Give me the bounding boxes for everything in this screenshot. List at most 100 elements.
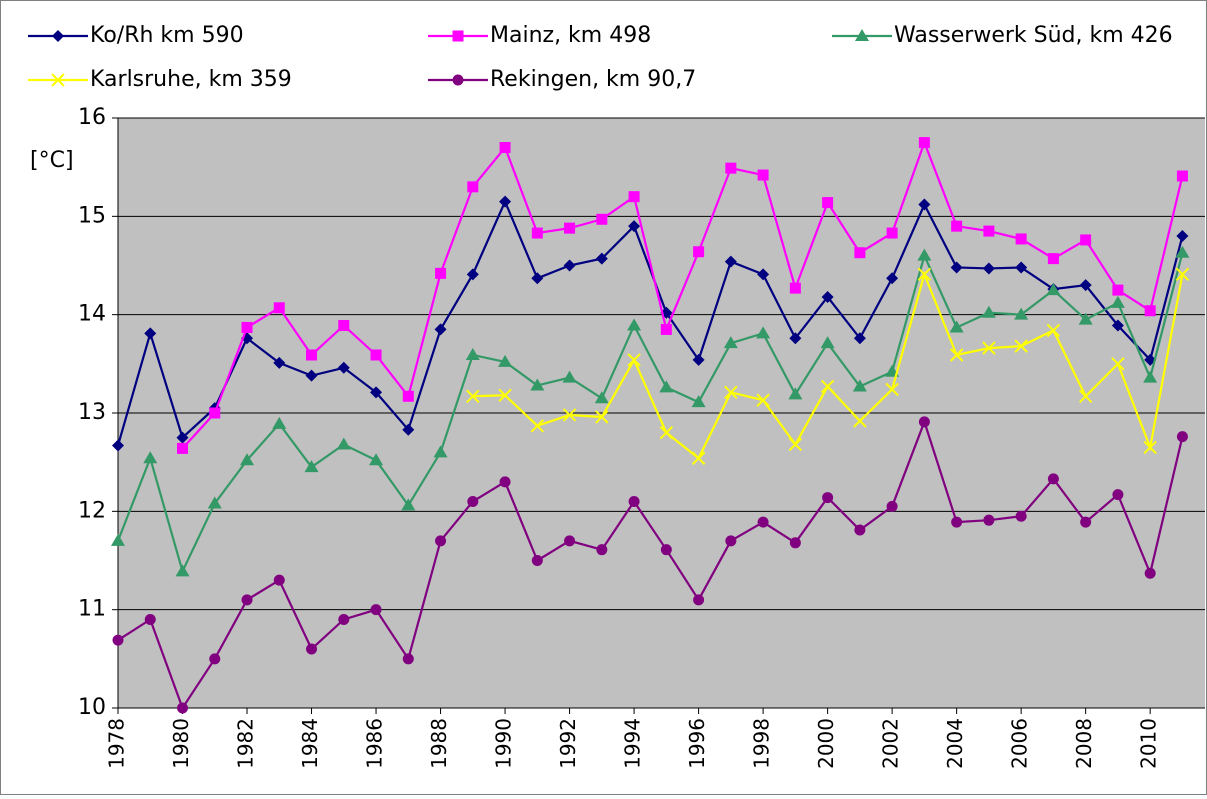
marker [1144, 305, 1156, 317]
marker [788, 437, 803, 452]
y-tick-label: 10 [78, 695, 106, 720]
marker [177, 442, 189, 454]
marker [452, 74, 464, 86]
x-tick-label: 1998 [750, 718, 774, 769]
x-tick-label: 1984 [298, 718, 322, 769]
marker [562, 408, 577, 422]
marker [306, 643, 318, 655]
marker [435, 267, 447, 279]
marker [304, 460, 319, 473]
marker [563, 259, 576, 272]
marker [1176, 170, 1188, 182]
marker [659, 425, 674, 440]
marker [1015, 233, 1027, 245]
marker [822, 197, 834, 209]
marker [1047, 253, 1059, 265]
marker [951, 516, 963, 528]
marker [498, 354, 513, 367]
x-tick-label: 1994 [621, 718, 645, 769]
marker [724, 385, 738, 400]
marker [435, 535, 447, 547]
marker [693, 594, 705, 606]
marker [467, 181, 479, 193]
marker [820, 336, 835, 349]
marker [885, 382, 899, 397]
marker [241, 594, 253, 606]
marker [950, 261, 963, 274]
marker [983, 514, 995, 526]
marker [499, 195, 512, 208]
marker [1111, 357, 1125, 371]
x-tick-label: 1992 [556, 718, 580, 769]
legend-label: Wasserwerk Süd, km 426 [894, 23, 1173, 48]
marker [338, 319, 350, 331]
series-line [116, 252, 1184, 575]
marker [949, 320, 964, 333]
marker [691, 395, 706, 408]
marker [854, 247, 866, 259]
marker [434, 323, 447, 336]
marker [949, 348, 964, 362]
marker [917, 248, 932, 261]
marker [596, 213, 608, 225]
legend-item: Rekingen, km 90,7 [428, 67, 696, 92]
marker [1046, 283, 1061, 296]
marker [724, 255, 737, 268]
marker [530, 378, 545, 391]
marker [1144, 567, 1156, 579]
marker [531, 555, 543, 566]
marker [1078, 389, 1093, 403]
marker [627, 318, 642, 331]
marker [144, 614, 156, 625]
marker [402, 653, 414, 665]
marker [465, 347, 480, 360]
marker [917, 267, 932, 282]
marker [562, 370, 577, 383]
marker [564, 222, 576, 234]
legend-label: Mainz, km 498 [490, 23, 651, 48]
marker [789, 332, 802, 345]
marker [498, 388, 512, 403]
marker [1014, 339, 1028, 353]
marker [886, 500, 898, 512]
marker [1112, 489, 1124, 501]
series-line [117, 418, 1184, 711]
marker [1080, 234, 1092, 246]
y-tick-label: 11 [78, 597, 106, 622]
marker [306, 349, 318, 361]
marker [273, 302, 285, 314]
y-axis-label: [°C] [30, 148, 74, 173]
legend-item: Mainz, km 498 [428, 23, 651, 48]
marker [209, 407, 221, 419]
marker [112, 439, 124, 452]
marker [499, 476, 511, 488]
legend-item: Ko/Rh km 590 [28, 23, 244, 48]
x-tick-label: 2002 [879, 718, 903, 769]
marker [336, 437, 351, 450]
marker [402, 390, 414, 402]
marker [628, 496, 640, 507]
marker [886, 227, 898, 239]
marker [176, 431, 189, 444]
marker [659, 380, 674, 393]
marker [466, 389, 480, 403]
marker [982, 341, 996, 355]
legend-label: Ko/Rh km 590 [90, 23, 244, 48]
marker [886, 272, 899, 285]
marker [852, 379, 867, 392]
marker [402, 423, 415, 436]
marker [273, 356, 286, 369]
x-tick-label: 1996 [685, 718, 709, 769]
x-tick-label: 1990 [492, 718, 516, 769]
marker [530, 419, 545, 433]
marker [52, 30, 64, 42]
marker [789, 537, 801, 549]
marker [821, 290, 834, 303]
marker [1078, 312, 1093, 325]
marker [143, 451, 158, 464]
marker [531, 227, 543, 239]
marker [756, 326, 771, 339]
marker [175, 564, 190, 577]
marker [1080, 516, 1092, 528]
